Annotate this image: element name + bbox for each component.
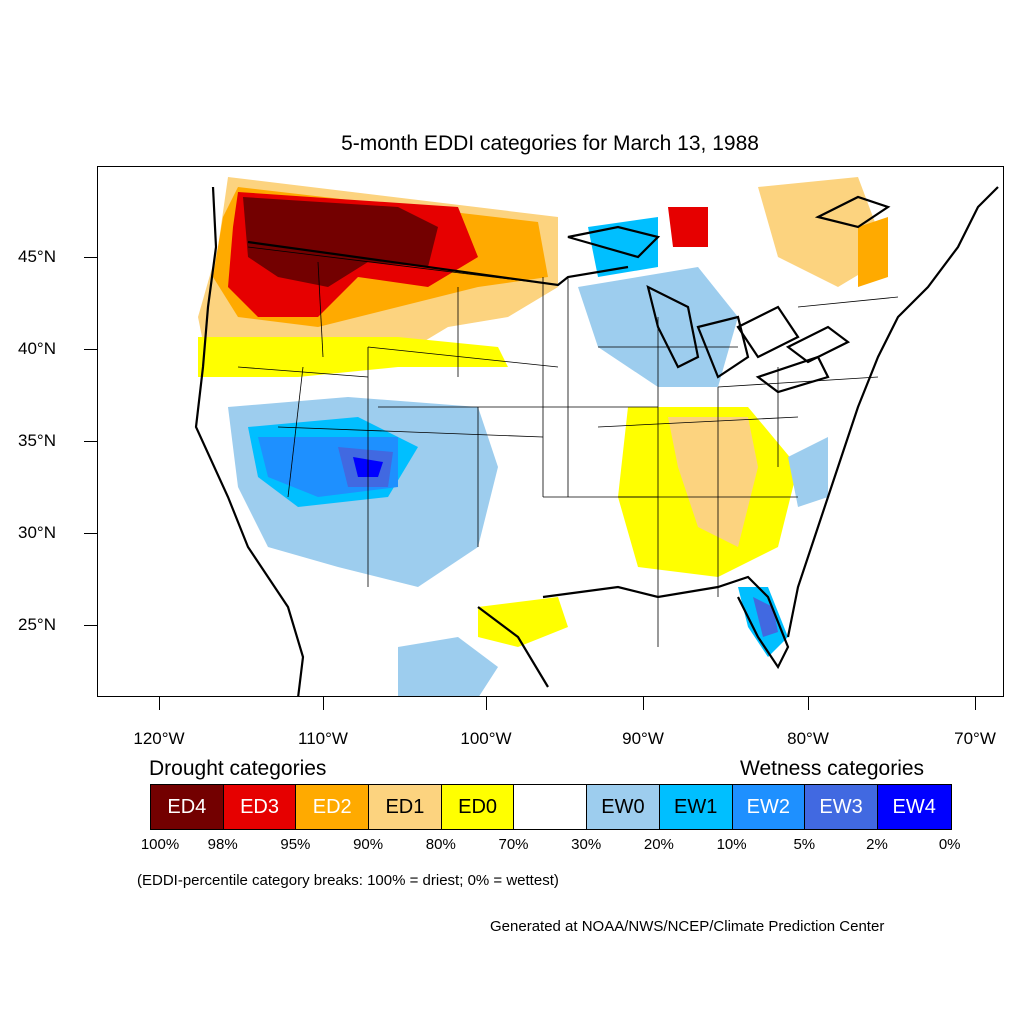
lat-tick	[84, 533, 97, 534]
region-ed0-northwest	[198, 337, 508, 377]
lat-tick	[84, 257, 97, 258]
drought-categories-heading: Drought categories	[149, 757, 327, 780]
legend-box-ew1: EW1	[659, 785, 733, 829]
lon-tick	[808, 697, 809, 710]
lon-tick	[323, 697, 324, 710]
legend-box-ed1: ED1	[369, 785, 442, 829]
lat-label-25: 25°N	[18, 615, 56, 634]
map-title: 5-month EDDI categories for March 13, 19…	[341, 132, 759, 155]
region-ed0-texas	[478, 597, 568, 647]
legend-box-ew3: EW3	[805, 785, 878, 829]
wetness-categories-heading: Wetness categories	[740, 757, 925, 780]
map-canvas	[194, 177, 999, 696]
percent-break-label: 30%	[571, 836, 602, 853]
lon-label-70: 70°W	[954, 729, 996, 748]
percent-break-label: 90%	[353, 836, 384, 853]
lon-label-100: 100°W	[460, 729, 512, 748]
state-boundaries	[237, 246, 899, 647]
lon-tick	[975, 697, 976, 710]
region-ed4-northwest	[243, 197, 438, 287]
region-ed2-maine	[858, 217, 888, 287]
lon-label-90: 90°W	[622, 729, 664, 748]
lat-label-45: 45°N	[18, 247, 56, 266]
percent-break-label: 70%	[498, 836, 529, 853]
lon-label-120: 120°W	[133, 729, 185, 748]
percent-break-label: 95%	[280, 836, 311, 853]
region-ew0-carolina	[788, 437, 828, 507]
credit-line: Generated at NOAA/NWS/NCEP/Climate Predi…	[490, 918, 885, 935]
lon-tick	[643, 697, 644, 710]
region-ed1-quebec	[758, 177, 888, 287]
region-ed1-southeast	[668, 417, 758, 547]
legend-box-neutral	[514, 785, 588, 829]
lat-tick	[84, 625, 97, 626]
legend-box-ew4: EW4	[877, 785, 951, 829]
lon-tick	[159, 697, 160, 710]
legend-box-ed4: ED4	[151, 785, 224, 829]
region-ew0-mexico	[398, 637, 498, 696]
eddi-map	[97, 166, 1004, 697]
lat-label-35: 35°N	[18, 431, 56, 450]
lon-label-110: 110°W	[298, 729, 348, 748]
percent-break-label: 10%	[716, 836, 747, 853]
lat-label-30: 30°N	[18, 523, 56, 542]
legend-box-ed0: ED0	[441, 785, 515, 829]
legend-box-ed3: ED3	[223, 785, 297, 829]
percent-break-label: 0%	[938, 836, 961, 853]
lat-label-40: 40°N	[18, 339, 56, 358]
percent-break-label: 98%	[207, 836, 238, 853]
category-breaks-note: (EDDI-percentile category breaks: 100% =…	[137, 872, 559, 889]
percent-break-label: 2%	[866, 836, 888, 853]
region-ed3-quebec	[668, 207, 708, 247]
percent-break-label: 5%	[793, 836, 816, 853]
legend-box-ew2: EW2	[732, 785, 806, 829]
category-legend: ED4 ED3 ED2 ED1 ED0 EW0 EW1 EW2 EW3 EW4	[150, 784, 952, 830]
lon-label-80: 80°W	[787, 729, 829, 748]
legend-box-ew0: EW0	[587, 785, 660, 829]
coastlines	[194, 186, 999, 696]
percent-break-label: 80%	[425, 836, 456, 853]
percent-break-label: 20%	[643, 836, 674, 853]
lat-tick	[84, 349, 97, 350]
lon-tick	[486, 697, 487, 710]
lat-tick	[84, 441, 97, 442]
percent-break-label: 100%	[140, 836, 180, 853]
legend-box-ed2: ED2	[296, 785, 370, 829]
